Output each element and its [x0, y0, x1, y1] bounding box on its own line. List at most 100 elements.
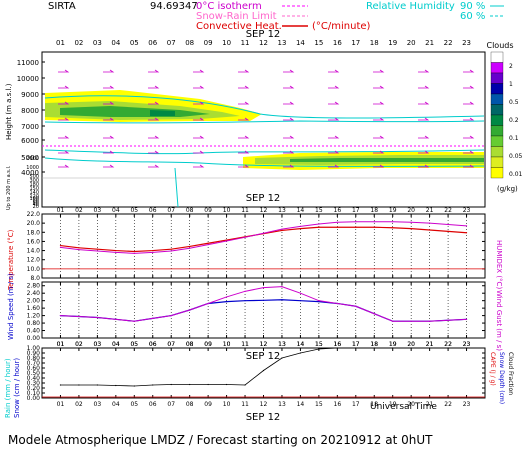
precipitation-x-label: 19 [389, 401, 397, 408]
temperature-y-tick-label: 10.0 [27, 266, 41, 273]
temperature-x-label-top: 07 [167, 207, 175, 214]
cloud-top-hour-label: 01 [56, 39, 65, 47]
wind-barb-arrow [58, 69, 70, 73]
cape-y-label: CAPE (J / g) [489, 352, 496, 386]
wind-barb-arrow [148, 150, 160, 154]
colorbar-swatch [490, 93, 504, 105]
temperature-x-label-top: 17 [352, 207, 360, 214]
temperature-point [429, 229, 431, 231]
wind-barb-arrow [373, 69, 385, 73]
temperature-x-label-top: 06 [149, 207, 157, 214]
wind-barb-arrow [103, 85, 115, 89]
precipitation-y-tick-label: 0.90 [27, 350, 41, 357]
cloud-top-hour-label: 19 [388, 39, 397, 47]
wind-point [225, 301, 228, 303]
colorbar-tick-label: 0.01 [509, 171, 523, 178]
temperature-point [262, 232, 265, 234]
wind-barb-arrow [283, 101, 295, 105]
wind-barb-arrow [193, 69, 205, 73]
colorbar-tick-label: 0.05 [509, 153, 523, 160]
cloud-y-tick-lower: 40 [33, 202, 39, 208]
rh-contour-90-lower [44, 120, 485, 124]
precipitation-x-label: 11 [241, 401, 249, 408]
temperature-point [299, 228, 302, 230]
temperature-point [392, 227, 394, 229]
wind-x-label: 08 [186, 341, 194, 348]
site-name: SIRTA [48, 1, 76, 12]
temperature-point [225, 239, 228, 241]
wind-barb-arrow [58, 101, 70, 105]
colorbar-units: (g/kg) [497, 185, 518, 193]
cloud-y-tick-upper: 10000 [17, 75, 39, 83]
temperature-point [225, 240, 228, 242]
precipitation-point [244, 384, 246, 386]
wind-barb-arrow [373, 135, 385, 139]
wind-point [299, 292, 302, 294]
cloud-top-hour-label: 05 [130, 39, 139, 47]
wind-barb-arrow [463, 85, 475, 89]
wind-barb-arrow [238, 101, 250, 105]
temperature-x-label-top: 10 [223, 207, 231, 214]
colorbar-swatch [490, 62, 504, 74]
wind-x-label: 18 [370, 341, 378, 348]
precipitation-x-label: 20 [407, 401, 415, 408]
precipitation-x-label: 22 [444, 401, 452, 408]
temperature-point [281, 228, 283, 230]
wind-barb-arrow [103, 164, 115, 168]
precipitation-y-tick-label: 0.80 [27, 355, 41, 362]
cloud-top-hour-label: 06 [148, 39, 157, 47]
wind-x-label: 13 [278, 341, 286, 348]
precipitation-x-label: 23 [463, 401, 471, 408]
cloud-y-tick-lower: 140 [29, 190, 39, 196]
temperature-x-label-top: 18 [370, 207, 378, 214]
temperature-point [170, 248, 172, 250]
wind-point [152, 317, 154, 319]
wind-x-label: 05 [130, 341, 138, 348]
precipitation-x-label: 02 [75, 401, 83, 408]
wind-barb-arrow [103, 101, 115, 105]
wind-barb-arrow [328, 164, 340, 168]
temperature-point [59, 246, 62, 248]
wind-barb-arrow [418, 135, 430, 139]
precipitation-point [133, 385, 135, 387]
precipitation-x-label-top: 15 [315, 341, 323, 348]
cloud-y-tick-upper: 7000 [21, 123, 39, 131]
wind-barb-arrow [238, 150, 250, 154]
temperature-x-label-top: 14 [297, 207, 305, 214]
precipitation-point [262, 369, 265, 372]
wind-barb-arrow [238, 164, 250, 168]
cloud-panel: 01 02 03 04 05 06 07 08 09 10 11 12 13 14 15 16 17 18 19 20… [5, 29, 486, 210]
precipitation-point [96, 384, 98, 386]
wind-barb-arrow [193, 135, 205, 139]
temperature-point [336, 221, 338, 223]
wind-barb-arrow [238, 117, 250, 121]
temperature-point [429, 222, 431, 224]
cloud-plot-frame [41, 51, 486, 208]
precipitation-y-tick-label: 0.60 [27, 365, 41, 372]
temperature-y-label: Temperature (°C) [7, 229, 15, 291]
wind-y-tick-label: 2.00 [27, 298, 41, 305]
precip-bottom-date-label: SEP 12 [246, 412, 281, 423]
wind-speed-y-label: Wind Speed (m / s) [7, 273, 15, 340]
temperature-x-label-top: 15 [315, 207, 323, 214]
temperature-point [318, 226, 320, 228]
wind-point [78, 315, 80, 318]
wind-x-label: 12 [260, 341, 268, 348]
cloud-top-hour-label: 15 [314, 39, 323, 47]
precipitation-panel: 1.000.900.800.700.600.500.400.300.200.10… [4, 341, 514, 423]
precipitation-x-label: 01 [57, 401, 65, 408]
colorbar-swatch [490, 83, 504, 95]
precipitation-x-label: 21 [426, 401, 434, 408]
temperature-point [189, 247, 191, 249]
colorbar-swatch [490, 125, 504, 137]
wind-y-tick-label: 0.80 [27, 320, 41, 327]
temperature-point [447, 230, 449, 232]
rh-contour-mid [44, 149, 485, 155]
cloud-top-hour-label: 13 [277, 39, 286, 47]
wind-x-label: 17 [352, 341, 360, 348]
wind-point [244, 300, 246, 302]
temperature-x-label-top: 01 [57, 207, 65, 214]
wind-point [299, 300, 302, 302]
temperature-x-label-top: 11 [241, 207, 249, 214]
wind-barb-arrow [103, 150, 115, 154]
